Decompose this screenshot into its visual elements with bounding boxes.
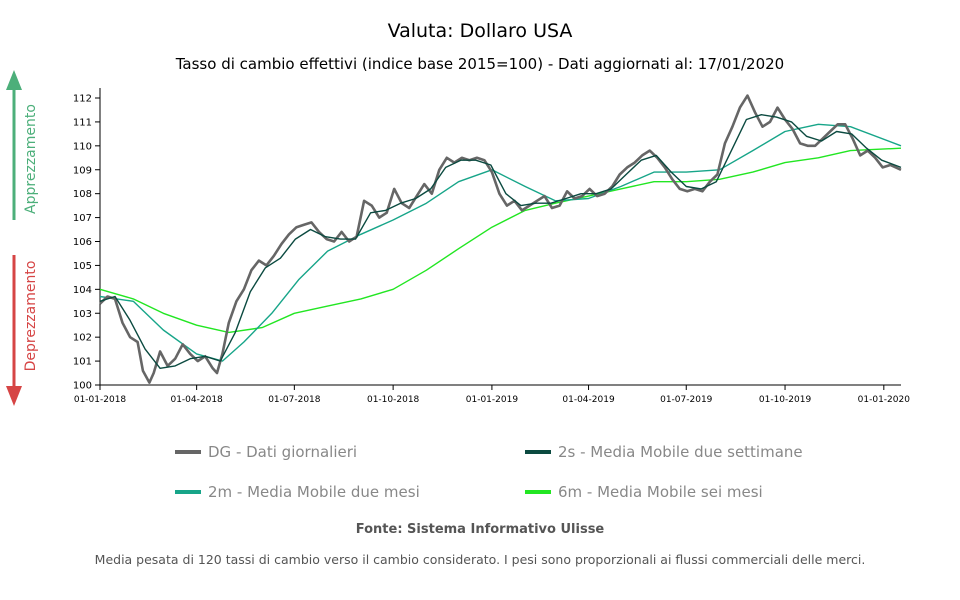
x-tick-label: 01-01-2019 xyxy=(466,395,519,405)
y-tick-label: 111 xyxy=(73,117,92,128)
x-tick-label: 01-01-2020 xyxy=(858,395,911,405)
legend-swatch-dg xyxy=(175,450,201,454)
series-line-6m xyxy=(99,147,902,334)
legend-label-dg: DG - Dati giornalieri xyxy=(208,443,358,461)
y-tick-label: 104 xyxy=(73,285,92,296)
x-tick-label: 01-04-2019 xyxy=(562,395,615,405)
y-ticks: 100 101 102 103 104 105 106 107 108 109 110 111 112 xyxy=(73,94,100,392)
legend-swatch-2s xyxy=(525,450,551,454)
y-tick-label: 109 xyxy=(73,165,92,176)
y-tick-label: 112 xyxy=(73,94,92,105)
y-tick-label: 102 xyxy=(73,333,92,344)
chart-title: Valuta: Dollaro USA xyxy=(387,20,573,42)
legend-swatch-6m xyxy=(525,490,551,494)
x-tick-label: 01-07-2018 xyxy=(268,395,321,405)
up-arrow-head xyxy=(6,70,22,90)
down-arrow-head xyxy=(6,386,22,406)
legend-item-dg: DG - Dati giornalieri xyxy=(175,443,357,461)
x-tick-label: 01-10-2019 xyxy=(759,395,812,405)
series-line-dg xyxy=(99,94,902,384)
legend-label-2m: 2m - Media Mobile due mesi xyxy=(208,483,420,501)
y-tick-label: 107 xyxy=(73,213,92,224)
series-lines xyxy=(99,94,902,384)
footnote: Media pesata di 120 tassi di cambio vers… xyxy=(94,552,866,567)
side-arrows: Apprezzamento Deprezzamento xyxy=(6,70,39,406)
y-tick-label: 110 xyxy=(73,141,92,152)
x-tick-label: 01-04-2018 xyxy=(170,395,223,405)
y-tick-label: 100 xyxy=(73,381,92,392)
legend-label-2s: 2s - Media Mobile due settimane xyxy=(558,443,803,461)
legend-label-6m: 6m - Media Mobile sei mesi xyxy=(558,483,763,501)
axes xyxy=(99,88,901,386)
y-tick-label: 103 xyxy=(73,309,92,320)
series-line-2s xyxy=(99,114,902,369)
y-tick-label: 106 xyxy=(73,237,92,248)
legend-item-2m: 2m - Media Mobile due mesi xyxy=(175,483,420,501)
legend-item-6m: 6m - Media Mobile sei mesi xyxy=(525,483,763,501)
y-tick-label: 105 xyxy=(73,261,92,272)
depreciation-label: Deprezzamento xyxy=(23,261,39,372)
source-note: Fonte: Sistema Informativo Ulisse xyxy=(355,522,605,537)
legend-item-2s: 2s - Media Mobile due settimane xyxy=(525,443,803,461)
y-tick-label: 101 xyxy=(73,357,92,368)
x-tick-label: 01-01-2018 xyxy=(74,395,127,405)
legend-swatch-2m xyxy=(175,490,201,494)
x-tick-label: 01-10-2018 xyxy=(367,395,420,405)
x-tick-label: 01-07-2019 xyxy=(660,395,713,405)
chart-subtitle: Tasso di cambio effettivi (indice base 2… xyxy=(175,55,785,73)
appreciation-label: Apprezzamento xyxy=(23,104,39,214)
y-tick-label: 108 xyxy=(73,189,92,200)
x-ticks: 01-01-2018 01-04-2018 01-07-2018 01-10-2018… xyxy=(74,385,910,405)
series-line-2m xyxy=(99,123,902,362)
